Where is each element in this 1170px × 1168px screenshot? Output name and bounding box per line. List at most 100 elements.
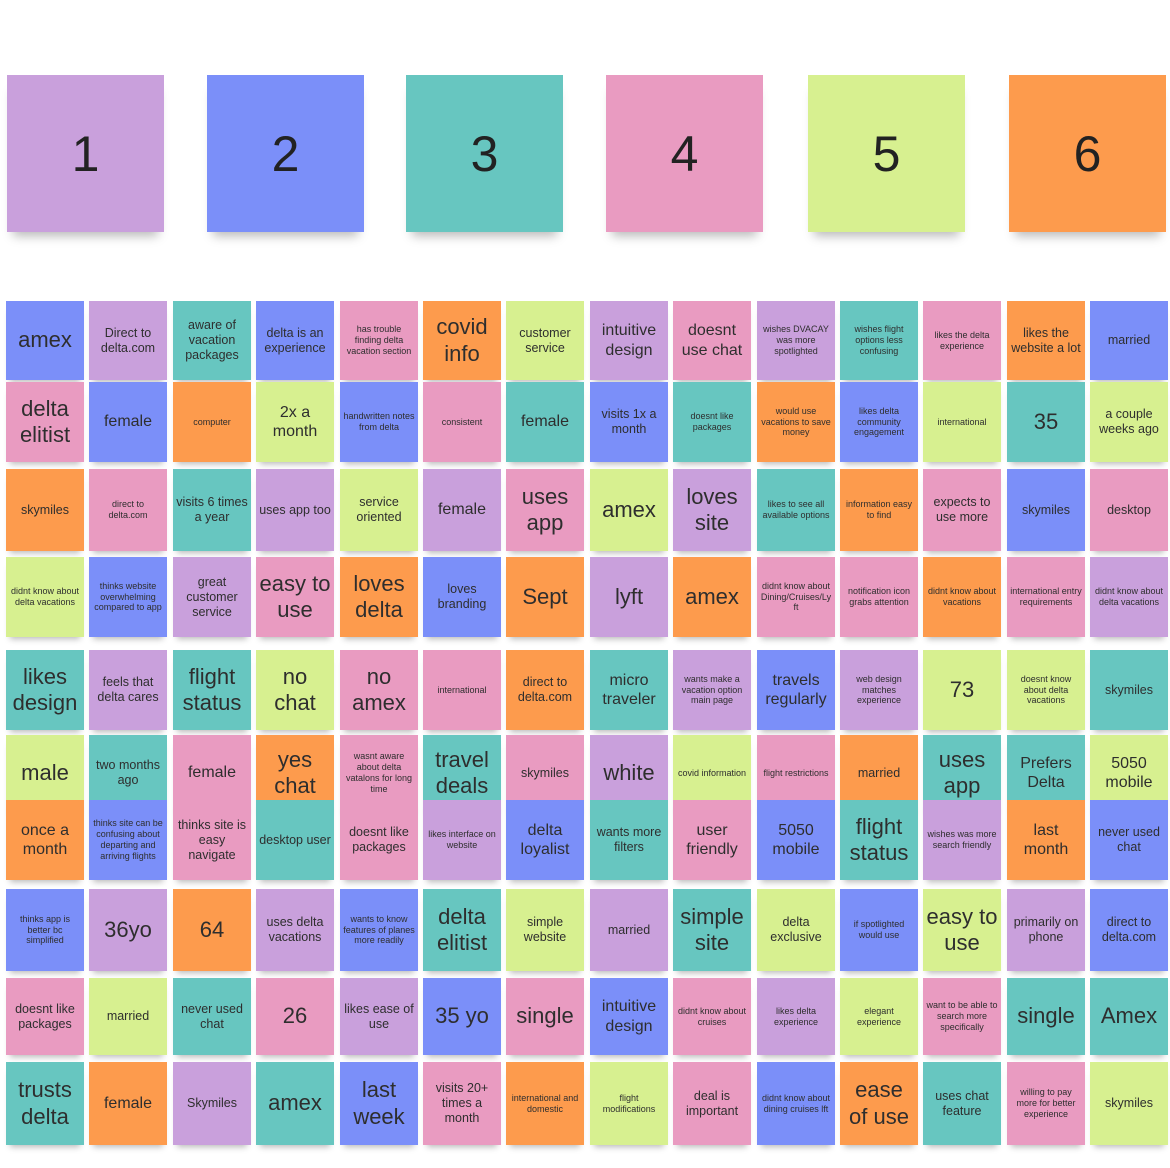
sticky-note[interactable]: 2x a month xyxy=(256,382,334,462)
sticky-note[interactable]: skymiles xyxy=(1007,469,1085,551)
header-note-6[interactable]: 6 xyxy=(1009,75,1166,232)
sticky-note[interactable]: micro traveler xyxy=(590,650,668,730)
sticky-note[interactable]: female xyxy=(423,469,501,551)
sticky-note[interactable]: Amex xyxy=(1090,978,1168,1055)
sticky-note[interactable]: wishes DVACAY was more spotlighted xyxy=(757,301,835,380)
sticky-note[interactable]: lyft xyxy=(590,557,668,637)
sticky-note[interactable]: loves branding xyxy=(423,557,501,637)
sticky-note[interactable]: if spotlighted would use xyxy=(840,889,918,971)
sticky-note[interactable]: 5050 mobile xyxy=(757,800,835,880)
sticky-note[interactable]: no amex xyxy=(340,650,418,730)
sticky-note[interactable]: wishes was more search friendly xyxy=(923,800,1001,880)
sticky-note[interactable]: simple website xyxy=(506,889,584,971)
sticky-note[interactable]: aware of vacation packages xyxy=(173,301,251,380)
sticky-note[interactable]: thinks site is easy navigate xyxy=(173,800,251,880)
sticky-note[interactable]: direct to delta.com xyxy=(1090,889,1168,971)
sticky-note[interactable]: easy to use xyxy=(256,557,334,637)
sticky-note[interactable]: 35 xyxy=(1007,382,1085,462)
sticky-note[interactable]: intuitive design xyxy=(590,978,668,1055)
sticky-note[interactable]: elegant experience xyxy=(840,978,918,1055)
sticky-note[interactable]: user friendly xyxy=(673,800,751,880)
sticky-note[interactable]: great customer service xyxy=(173,557,251,637)
sticky-note[interactable]: travels regularly xyxy=(757,650,835,730)
sticky-note[interactable]: doesnt know about delta vacations xyxy=(1007,650,1085,730)
sticky-note[interactable]: wasnt aware about delta vatalons for lon… xyxy=(340,735,418,811)
sticky-note[interactable]: likes design xyxy=(6,650,84,730)
sticky-note[interactable]: intuitive design xyxy=(590,301,668,380)
sticky-note[interactable]: flight restrictions xyxy=(757,735,835,811)
sticky-note[interactable]: thinks site can be confusing about depar… xyxy=(89,800,167,880)
sticky-note[interactable]: uses app too xyxy=(256,469,334,551)
sticky-note[interactable]: thinks app is better bc simplified xyxy=(6,889,84,971)
sticky-note[interactable]: doesnt use chat xyxy=(673,301,751,380)
sticky-note[interactable]: easy to use xyxy=(923,889,1001,971)
sticky-note[interactable]: want to be able to search more specifica… xyxy=(923,978,1001,1055)
sticky-note[interactable]: expects to use more xyxy=(923,469,1001,551)
sticky-note[interactable]: white xyxy=(590,735,668,811)
sticky-note[interactable]: service oriented xyxy=(340,469,418,551)
sticky-note[interactable]: didnt know about cruises xyxy=(673,978,751,1055)
sticky-note[interactable]: 5050 mobile xyxy=(1090,735,1168,811)
sticky-note[interactable]: web design matches experience xyxy=(840,650,918,730)
sticky-note[interactable]: single xyxy=(506,978,584,1055)
sticky-note[interactable]: delta is an experience xyxy=(256,301,334,380)
sticky-note[interactable]: international xyxy=(423,650,501,730)
sticky-note[interactable]: doesnt like packages xyxy=(340,800,418,880)
sticky-note[interactable]: amex xyxy=(673,557,751,637)
sticky-note[interactable]: once a month xyxy=(6,800,84,880)
sticky-note[interactable]: uses app xyxy=(506,469,584,551)
sticky-note[interactable]: amex xyxy=(590,469,668,551)
sticky-note[interactable]: thinks website overwhelming compared to … xyxy=(89,557,167,637)
sticky-note[interactable]: doesnt like packages xyxy=(6,978,84,1055)
sticky-note[interactable]: wants more filters xyxy=(590,800,668,880)
sticky-note[interactable]: didnt know about Dining/Cruises/Lyft xyxy=(757,557,835,637)
sticky-note[interactable]: skymiles xyxy=(1090,1062,1168,1145)
sticky-note[interactable]: 36yo xyxy=(89,889,167,971)
sticky-note[interactable]: uses app xyxy=(923,735,1001,811)
sticky-note[interactable]: Sept xyxy=(506,557,584,637)
sticky-note[interactable]: visits 1x a month xyxy=(590,382,668,462)
header-note-1[interactable]: 1 xyxy=(7,75,164,232)
sticky-note[interactable]: never used chat xyxy=(1090,800,1168,880)
sticky-note[interactable]: delta loyalist xyxy=(506,800,584,880)
sticky-note[interactable]: wants to know features of planes more re… xyxy=(340,889,418,971)
sticky-note[interactable]: 73 xyxy=(923,650,1001,730)
sticky-note[interactable]: likes the delta experience xyxy=(923,301,1001,380)
sticky-note[interactable]: travel deals xyxy=(423,735,501,811)
sticky-note[interactable]: no chat xyxy=(256,650,334,730)
sticky-note[interactable]: likes to see all available options xyxy=(757,469,835,551)
sticky-note[interactable]: single xyxy=(1007,978,1085,1055)
sticky-note[interactable]: didnt know about delta vacations xyxy=(1090,557,1168,637)
sticky-note[interactable]: likes interface on website xyxy=(423,800,501,880)
sticky-note[interactable]: covid info xyxy=(423,301,501,380)
sticky-note[interactable]: direct to delta.com xyxy=(506,650,584,730)
header-note-4[interactable]: 4 xyxy=(606,75,763,232)
sticky-note[interactable]: flight status xyxy=(173,650,251,730)
sticky-note[interactable]: loves delta xyxy=(340,557,418,637)
sticky-note[interactable]: ease of use xyxy=(840,1062,918,1145)
sticky-note[interactable]: wants make a vacation option main page xyxy=(673,650,751,730)
sticky-note[interactable]: direct to delta.com xyxy=(89,469,167,551)
sticky-note[interactable]: didnt know about delta vacations xyxy=(6,557,84,637)
sticky-note[interactable]: yes chat xyxy=(256,735,334,811)
sticky-note[interactable]: customer service xyxy=(506,301,584,380)
sticky-note[interactable]: married xyxy=(590,889,668,971)
sticky-note[interactable]: international entry requirements xyxy=(1007,557,1085,637)
sticky-note[interactable]: never used chat xyxy=(173,978,251,1055)
sticky-note[interactable]: handwritten notes from delta xyxy=(340,382,418,462)
sticky-note[interactable]: Skymiles xyxy=(173,1062,251,1145)
sticky-note[interactable]: delta elitist xyxy=(423,889,501,971)
sticky-note[interactable]: skymiles xyxy=(1090,650,1168,730)
sticky-note[interactable]: uses chat feature xyxy=(923,1062,1001,1145)
sticky-note[interactable]: skymiles xyxy=(6,469,84,551)
sticky-note[interactable]: notification icon grabs attention xyxy=(840,557,918,637)
sticky-note[interactable]: covid information xyxy=(673,735,751,811)
sticky-note[interactable]: willing to pay more for better experienc… xyxy=(1007,1062,1085,1145)
sticky-note[interactable]: likes ease of use xyxy=(340,978,418,1055)
sticky-note[interactable]: likes the website a lot xyxy=(1007,301,1085,380)
sticky-note[interactable]: didnt know about vacations xyxy=(923,557,1001,637)
sticky-note[interactable]: female xyxy=(173,735,251,811)
sticky-note[interactable]: Direct to delta.com xyxy=(89,301,167,380)
sticky-note[interactable]: amex xyxy=(6,301,84,380)
sticky-note[interactable]: visits 6 times a year xyxy=(173,469,251,551)
